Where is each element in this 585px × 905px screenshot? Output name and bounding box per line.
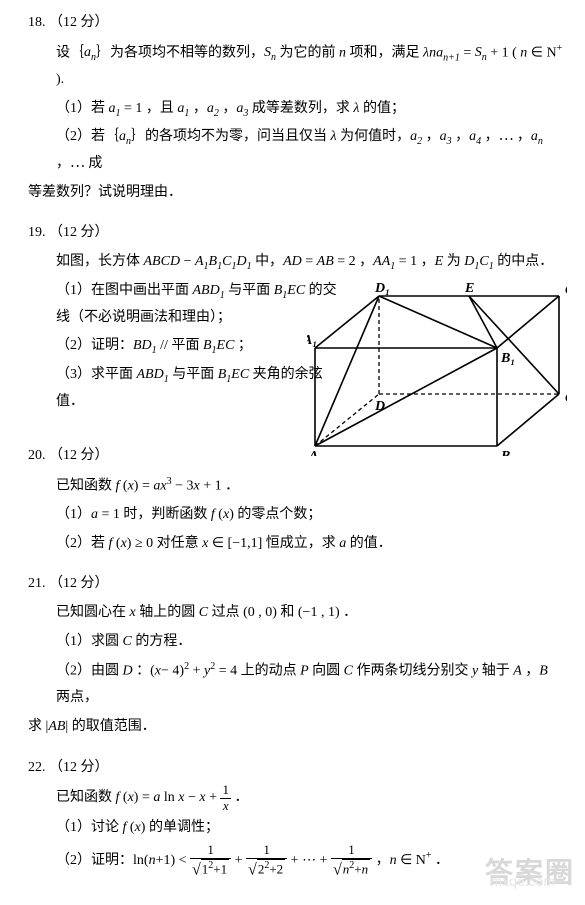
problem-text: 已知圆心在 x 轴上的圆 C 过点 (0 , 0) 和 (−1 , 1) ． (28, 600, 565, 627)
problem-number: 18. (28, 15, 46, 30)
problem-18: 18. （12 分） 设｛an｝为各项均不相等的数列，Sn 为它的前 n 项和，… (28, 10, 565, 206)
cuboid-figure: A B C D A₁ B₁ C₁ D₁ E (307, 276, 567, 456)
problem-text: （1）在图中画出平面 ABD1 与平面 B1EC 的交线（不必说明画法和理由）； (28, 278, 338, 331)
svg-text:B₁: B₁ (500, 351, 515, 366)
problem-points: （12 分） (49, 15, 109, 30)
svg-text:A₁: A₁ (307, 333, 317, 348)
problem-points: （12 分） (49, 225, 109, 240)
problem-text: 已知函数 f (x) = a ln x − x + 1x ． (28, 783, 565, 813)
problem-text: （1）讨论 f (x) 的单调性； (28, 815, 565, 842)
problem-text: （1）求圆 C 的方程． (28, 629, 565, 656)
svg-text:A: A (308, 449, 318, 456)
problem-text: 已知函数 f (x) = ax3 − 3x + 1 ． (28, 472, 565, 500)
problem-points: （12 分） (49, 448, 109, 463)
problem-text: （3）求平面 ABD1 与平面 B1EC 夹角的余弦值． (28, 362, 338, 415)
problem-21: 21. （12 分） 已知圆心在 x 轴上的圆 C 过点 (0 , 0) 和 (… (28, 571, 565, 740)
problem-number: 20. (28, 448, 46, 463)
watermark-url: mxqe.com (490, 868, 555, 895)
problem-text: （2）证明：BD1 // 平面 B1EC ； (28, 333, 338, 360)
problem-text: （2）由圆 D ：(x− 4)2 + y2 = 4 上的动点 P 向圆 C 作两… (28, 657, 565, 712)
cuboid-svg: A B C D A₁ B₁ C₁ D₁ E (307, 276, 567, 456)
problem-text: 设｛an｝为各项均不相等的数列，Sn 为它的前 n 项和，满足 λnan+1 =… (28, 39, 565, 94)
problem-text: （1）若 a1 = 1 ，且 a1 ，a2 ，a3 成等差数列，求 λ 的值； (28, 96, 565, 123)
problem-text: （2）若｛an｝的各项均不为零，问当且仅当 λ 为何值时，a2 ，a3 ，a4 … (28, 124, 565, 177)
problem-number-line: 22. （12 分） (28, 755, 565, 782)
problem-number-line: 21. （12 分） (28, 571, 565, 598)
problem-number-line: 19. （12 分） (28, 220, 565, 247)
svg-text:B: B (500, 449, 510, 456)
problem-number-line: 18. （12 分） (28, 10, 565, 37)
svg-text:C₁: C₁ (565, 283, 567, 298)
svg-text:E: E (464, 281, 474, 296)
problem-text: 如图，长方体 ABCD − A1B1C1D1 中，AD = AB = 2 ，AA… (28, 249, 565, 276)
problem-number: 22. (28, 760, 46, 775)
problem-points: （12 分） (49, 760, 109, 775)
problem-number: 19. (28, 225, 46, 240)
problem-text: 求 |AB| 的取值范围． (28, 714, 565, 741)
problem-text: （1）a = 1 时，判断函数 f (x) 的零点个数； (28, 502, 565, 529)
svg-text:D₁: D₁ (374, 281, 390, 296)
problem-text: （2）若 f (x) ≥ 0 对任意 x ∈ [−1,1] 恒成立，求 a 的值… (28, 531, 565, 558)
problem-points: （12 分） (49, 576, 109, 591)
svg-text:D: D (374, 399, 385, 414)
problem-number: 21. (28, 576, 46, 591)
problem-text: 等差数列？试说明理由． (28, 180, 565, 207)
problem-20: 20. （12 分） 已知函数 f (x) = ax3 − 3x + 1 ． （… (28, 443, 565, 557)
svg-text:C: C (565, 391, 567, 406)
